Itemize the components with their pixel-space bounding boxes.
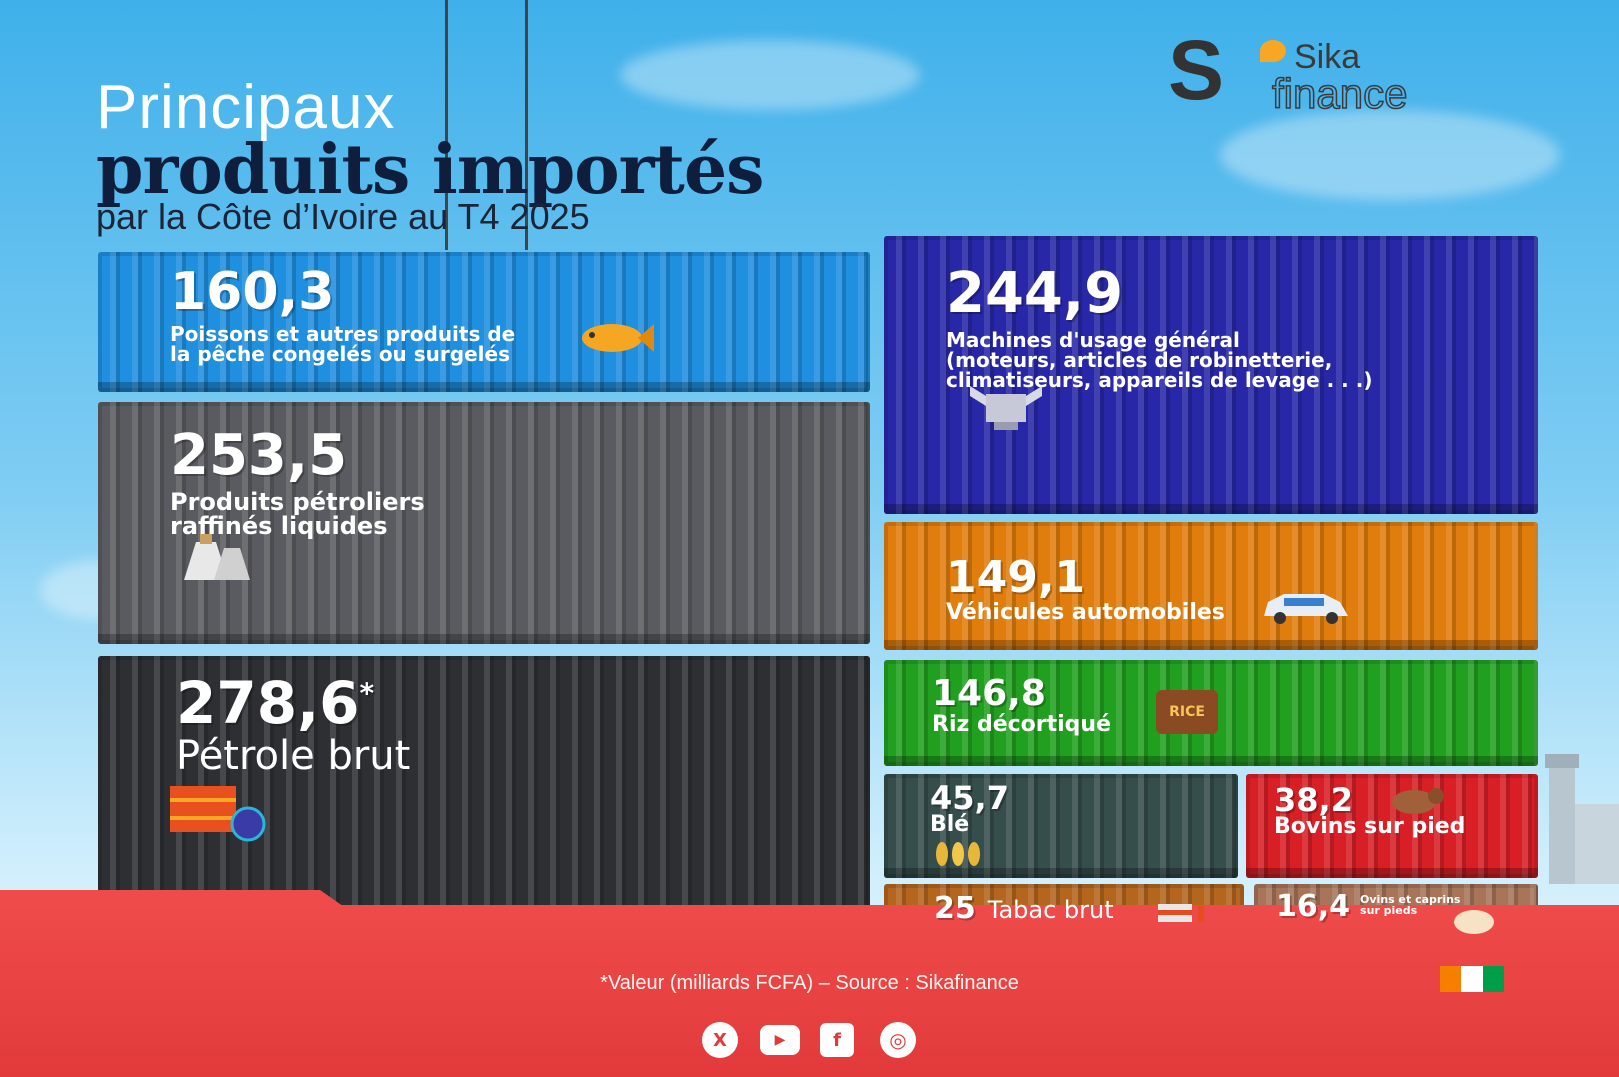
label-ble: Blé	[930, 812, 970, 837]
value-tabac: 25	[934, 891, 976, 926]
value-vehicules: 149,1	[946, 552, 1086, 603]
port-tower-icon	[1545, 754, 1619, 884]
logo-sika: Sika	[1294, 38, 1361, 76]
label-bovins: Bovins sur pied	[1274, 814, 1466, 839]
cloud	[1220, 110, 1560, 200]
logo-dot-icon	[1260, 40, 1286, 62]
cloud	[620, 40, 920, 110]
oil-barrel-icon	[170, 786, 266, 842]
label-riz: Riz décortiqué	[932, 712, 1112, 737]
value-riz: 146,8	[932, 673, 1046, 714]
logo-finance: finance	[1271, 69, 1408, 118]
label-machines-3: climatiseurs, appareils de levage . . .)	[946, 368, 1373, 392]
container-petrole: 278,6* Pétrole brut	[98, 656, 870, 918]
footer	[0, 905, 1619, 1077]
container-riz: 146,8 Riz décortiqué RICE	[884, 660, 1538, 766]
flag-stripe-orange	[1440, 966, 1462, 992]
title-line-3: par la Côte d’Ivoire au T4 2025	[96, 196, 590, 237]
flag-stripe-white	[1461, 966, 1483, 992]
title-line-2: produits importés	[96, 130, 764, 210]
youtube-icon[interactable]: ▶	[760, 1025, 800, 1055]
car-icon	[1264, 594, 1348, 624]
label-petroliers-1: Produits pétroliers	[170, 488, 425, 516]
container-bovins: 38,2 Bovins sur pied	[1246, 774, 1538, 878]
flag-stripe-green	[1482, 966, 1504, 992]
engine-icon	[970, 386, 1042, 430]
value-petrole: 278,6*	[176, 674, 410, 732]
label-petrole: Pétrole brut	[176, 733, 411, 779]
container-machines: 244,9 Machines d'usage général (moteurs,…	[884, 236, 1538, 514]
title-line-1: Principaux	[96, 73, 396, 142]
crane-cable	[525, 0, 528, 250]
container-petroliers: 253,5 Produits pétroliers raffinés liqui…	[98, 402, 870, 644]
cigarette-icon	[1158, 904, 1204, 922]
sikafinance-logo: S Sika finance	[1168, 23, 1528, 118]
label-poissons-2: la pêche congelés ou surgelés	[170, 342, 510, 366]
container-vehicules: 149,1 Véhicules automobiles	[884, 522, 1538, 650]
container-poissons: 160,3 Poissons et autres produits de la …	[98, 252, 870, 392]
label-vehicules: Véhicules automobiles	[946, 600, 1225, 625]
sheep-icon	[1454, 910, 1494, 934]
label-ovins-2: sur pieds	[1360, 904, 1418, 917]
source-note: *Valeur (milliards FCFA) – Source : Sika…	[600, 972, 1019, 994]
value-petroliers: 253,5	[170, 423, 348, 488]
facebook-icon[interactable]: f	[820, 1023, 854, 1057]
rice-sack-label: RICE	[1169, 704, 1205, 720]
label-machines-1: Machines d'usage général	[946, 328, 1240, 352]
refinery-icon	[184, 534, 250, 580]
instagram-icon[interactable]: ◎	[880, 1022, 916, 1058]
value-petrole-asterisk: *	[359, 676, 375, 710]
rice-sack-icon: RICE	[1156, 690, 1218, 734]
crane-cable	[445, 0, 448, 250]
label-machines-2: (moteurs, articles de robinetterie,	[946, 348, 1333, 372]
value-ble: 45,7	[930, 779, 1009, 817]
label-ovins-1: Ovins et caprins	[1360, 893, 1461, 906]
label-ovins: Ovins et caprins sur pieds	[1360, 894, 1460, 916]
label-poissons-1: Poissons et autres produits de	[170, 322, 516, 346]
value-bovins: 38,2	[1274, 781, 1353, 819]
value-ovins: 16,4	[1276, 889, 1351, 924]
value-machines: 244,9	[946, 261, 1124, 326]
value-petrole-number: 278,6	[176, 669, 360, 737]
cow-icon	[1392, 788, 1444, 814]
x-icon[interactable]: X	[702, 1022, 738, 1058]
wheat-icon	[936, 842, 980, 866]
logo-s: S	[1168, 23, 1225, 117]
fish-icon	[582, 324, 654, 352]
label-tabac: Tabac brut	[987, 896, 1114, 924]
cote-divoire-flag-icon	[1440, 966, 1504, 992]
container-ble: 45,7 Blé	[884, 774, 1238, 878]
value-poissons: 160,3	[170, 262, 335, 322]
